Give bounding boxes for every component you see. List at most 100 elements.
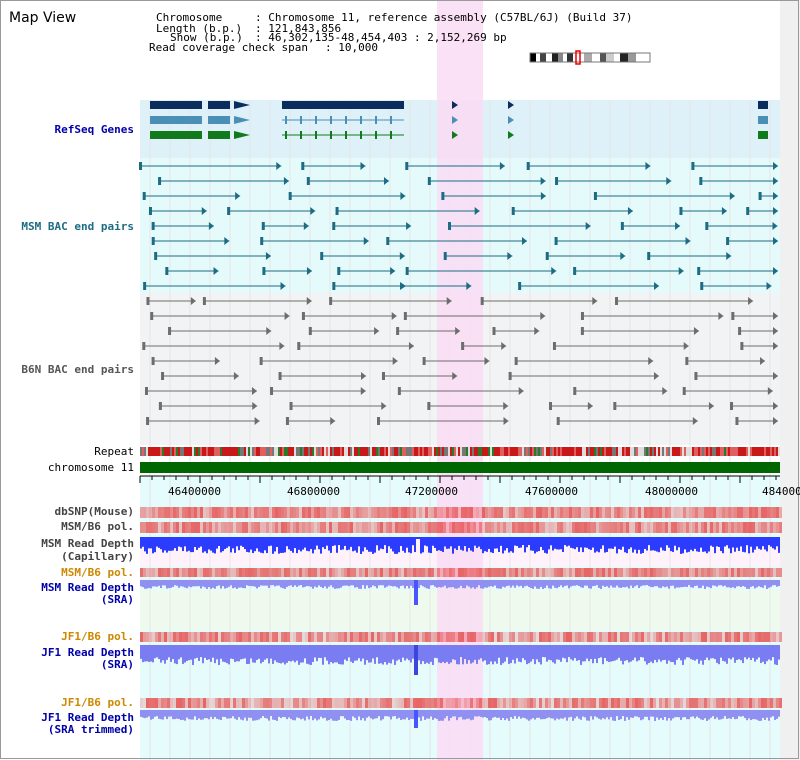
msm-pol-mark-2 <box>209 568 212 577</box>
msm-sra-depth-bar <box>568 580 570 589</box>
msm-sra-depth-bar <box>706 580 708 587</box>
msm-sra-depth-bar <box>470 580 472 589</box>
track-label-msm-b6-pol[interactable]: MSM/B6 pol. <box>61 520 134 533</box>
msm-pol-mark <box>377 522 380 533</box>
msm-pol-mark <box>611 522 614 533</box>
jf1-sra-depth-bar <box>262 645 264 662</box>
jf1-trimmed-depth-bar <box>258 710 260 720</box>
jf1-pol-mark <box>317 632 320 642</box>
msm-pol-mark-2 <box>506 568 509 577</box>
jf1-sra-depth-bar <box>264 645 266 660</box>
capillary-depth-bar <box>678 537 680 548</box>
repeat-mark <box>654 447 656 456</box>
jf1-pol-mark <box>710 632 713 642</box>
track-label-dbsnp[interactable]: dbSNP(Mouse) <box>54 505 134 518</box>
track-label-jf1-b6-pol-2[interactable]: JF1/B6 pol. <box>61 696 134 709</box>
track-label-refseq[interactable]: RefSeq Genes <box>54 123 134 136</box>
jf1-pol-mark <box>380 632 383 642</box>
b6n-bac-pair-end <box>144 387 148 395</box>
dbsnp-mark <box>629 507 632 518</box>
b6n-bac-pair-end <box>534 327 540 335</box>
msm-sra-depth-bar <box>446 580 448 589</box>
jf1-pol-mark <box>329 632 332 642</box>
msm-pol-mark <box>266 522 269 533</box>
jf1-sra-depth-bar <box>670 645 672 662</box>
jf1-trimmed-depth-bar <box>472 710 474 720</box>
msm-sra-depth-bar <box>160 580 162 589</box>
track-label-msm-bac[interactable]: MSM BAC end pairs <box>21 220 134 233</box>
jf1-trimmed-depth-bar <box>584 710 586 718</box>
capillary-depth-bar <box>648 537 650 546</box>
jf1-trimmed-depth-bar <box>664 710 666 718</box>
dbsnp-mark <box>557 507 560 518</box>
msm-sra-depth-bar <box>664 580 666 588</box>
jf1-pol-mark <box>611 632 614 642</box>
msm-sra-depth-bar <box>710 580 712 589</box>
jf1-pol-mark-2 <box>728 698 731 708</box>
jf1-sra-depth-bar <box>612 645 614 662</box>
msm-sra-depth-bar <box>290 580 292 586</box>
jf1-trimmed-depth-spike <box>414 710 418 728</box>
dbsnp-mark <box>581 507 584 518</box>
track-label-jf1-depth[interactable]: JF1 Read Depth <box>41 646 134 659</box>
msm-pol-mark-2 <box>557 568 560 577</box>
msm-pol-mark <box>584 522 587 533</box>
jf1-sra-depth-bar <box>456 645 458 665</box>
msm-bac-pair-end <box>773 237 778 245</box>
jf1-pol-mark <box>689 632 692 642</box>
repeat-mark <box>144 447 146 456</box>
dbsnp-mark <box>776 507 779 518</box>
jf1-pol-mark-2 <box>548 698 551 708</box>
jf1-pol-mark-2 <box>251 698 254 708</box>
gene-feature <box>150 131 202 139</box>
jf1-sra-depth-bar <box>554 645 556 664</box>
track-label-jf1-depth-trimmed[interactable]: JF1 Read Depth <box>41 711 134 724</box>
jf1-pol-mark <box>602 632 605 642</box>
capillary-depth-bar <box>336 537 338 553</box>
dbsnp-mark <box>716 507 719 518</box>
jf1-pol-mark-2 <box>560 698 563 708</box>
gene-arrow <box>508 131 514 139</box>
track-label-msm-depth-capillary[interactable]: MSM Read Depth <box>41 537 134 550</box>
track-label-jf1-b6-pol[interactable]: JF1/B6 pol. <box>61 630 134 643</box>
jf1-pol-mark <box>164 632 167 642</box>
jf1-sra-depth-bar <box>358 645 360 659</box>
jf1-pol-mark-2 <box>626 698 629 708</box>
jf1-sra-depth-bar <box>630 645 632 662</box>
msm-pol-mark-2 <box>260 568 263 577</box>
capillary-depth-bar <box>256 537 258 549</box>
repeat-mark <box>366 447 368 456</box>
jf1-pol-mark <box>374 632 377 642</box>
jf1-pol-mark <box>221 632 224 642</box>
track-label-b6n-bac[interactable]: B6N BAC end pairs <box>21 363 134 376</box>
b6n-bac-pair-end <box>773 402 778 410</box>
jf1-sra-depth-bar <box>620 645 622 661</box>
msm-sra-depth-bar <box>494 580 496 586</box>
jf1-trimmed-depth-bar <box>314 710 316 719</box>
jf1-trimmed-depth-bar <box>362 710 364 719</box>
repeat-mark <box>730 447 732 456</box>
track-label-msm-depth-sra[interactable]: MSM Read Depth <box>41 581 134 594</box>
repeat-mark <box>720 447 722 456</box>
jf1-pol-mark-2 <box>620 698 623 708</box>
msm-pol-mark <box>599 522 602 533</box>
chromosome-bar <box>140 462 780 473</box>
msm-pol-mark-2 <box>740 568 743 577</box>
capillary-depth-bar <box>618 537 620 550</box>
track-label-msm-b6-pol-2[interactable]: MSM/B6 pol. <box>61 566 134 579</box>
msm-pol-mark-2 <box>647 568 650 577</box>
gene-feature <box>208 131 230 139</box>
repeat-mark <box>474 447 476 456</box>
axis-tick-label: 48000000 <box>645 485 698 498</box>
capillary-depth-bar <box>160 537 162 550</box>
msm-pol-mark <box>512 522 515 533</box>
msm-sra-depth-bar <box>540 580 542 587</box>
msm-sra-depth-bar <box>620 580 622 588</box>
jf1-pol-mark-2 <box>194 698 197 708</box>
jf1-sra-depth-bar <box>458 645 460 665</box>
repeat-mark <box>156 447 158 456</box>
msm-sra-depth-bar <box>204 580 206 588</box>
jf1-pol-mark-2 <box>545 698 548 708</box>
jf1-pol-mark <box>725 632 728 642</box>
